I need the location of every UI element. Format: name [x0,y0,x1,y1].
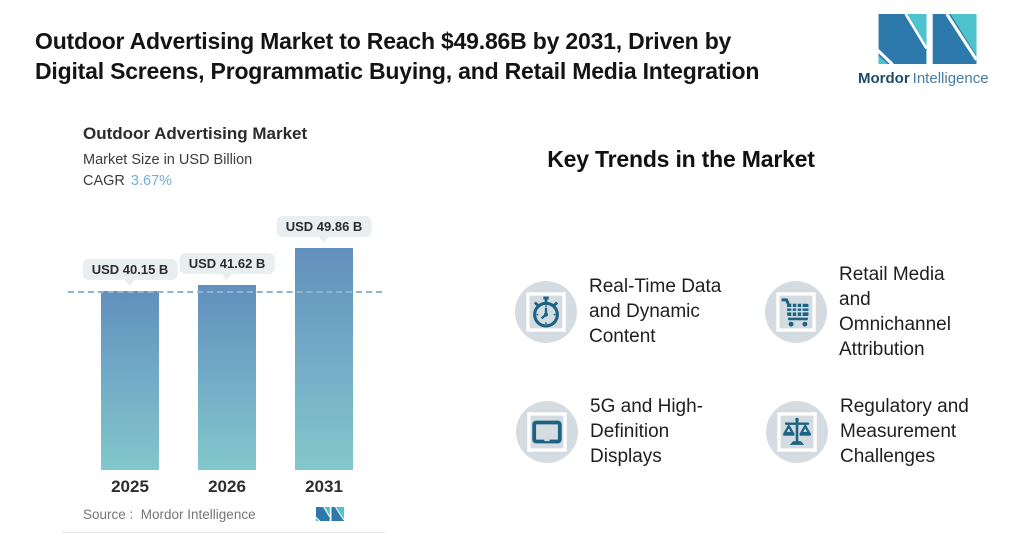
trend-label: Real-Time Data and Dynamic Content [589,276,722,347]
bar-stack: USD 49.86 B [276,210,372,470]
bar-stack: USD 40.15 B [82,210,178,470]
bar-group-2025: USD 40.15 B 2025 [82,210,178,497]
market-size-chart-card: Outdoor Advertising Market Market Size i… [62,113,385,533]
bar-2026 [198,284,256,470]
chart-subtitle: Market Size in USD Billion [83,152,253,168]
brand-name-light: Intelligence [912,70,989,87]
cagr-value: 3.67% [130,173,173,189]
brand-name: Mordor Intelligence [858,70,989,87]
bubble-pointer [221,272,233,280]
brand-logo: Mordor Intelligence [858,14,989,87]
page-title: Outdoor Advertising Market to Reach $49.… [35,26,855,86]
trend-label: 5G and High- Definition Displays [590,396,704,467]
bar-group-2031: USD 49.86 B 2031 [276,210,372,497]
bar-value-label: USD 49.86 B [276,216,372,244]
trend-icon-circle [516,400,578,463]
scales-icon [777,411,817,452]
page-title-line2: Digital Screens, Programmatic Buying, an… [35,58,760,84]
mordor-intelligence-mini-logo-icon [316,506,344,521]
x-axis-label: 2026 [208,477,246,496]
bar-chart: USD 40.15 B 2025 USD 41.62 B 2026 USD 49.86 … [82,210,372,497]
trend-label: Regulatory and Measurement Challenges [840,396,969,467]
trend-item-realtime-data: Real-Time Data and Dynamic Content [515,274,749,349]
trend-label: Retail Media and Omnichannel Attribution [839,264,951,360]
bar-value-label: USD 40.15 B [82,259,178,287]
trend-icon-circle [515,280,577,343]
x-axis-label: 2025 [111,477,149,496]
trends-heading: Key Trends in the Market [547,146,815,172]
mordor-intelligence-logo-icon [878,14,977,64]
trend-item-retail-media: Retail Media and Omnichannel Attribution [765,262,979,362]
page-title-line1: Outdoor Advertising Market to Reach $49.… [35,28,732,54]
trend-icon-circle [765,281,827,343]
cagr-label: CAGR [83,173,125,189]
trend-item-5g-displays: 5G and High- Definition Displays [516,394,740,469]
bar-value-label: USD 41.62 B [179,252,275,280]
stopwatch-icon [526,291,566,332]
trend-icon-circle [766,400,828,463]
monitor-icon [527,411,567,452]
chart-cagr: CAGR 3.67% [83,173,385,189]
x-axis-label: 2031 [305,477,343,496]
reference-dashed-line [68,291,382,294]
shopping-cart-icon [776,292,816,332]
chart-title: Outdoor Advertising Market [83,124,308,143]
bar-stack: USD 41.62 B [179,210,275,470]
bar-2031 [295,248,353,470]
trend-item-regulatory: Regulatory and Measurement Challenges [766,394,1010,469]
bar-group-2026: USD 41.62 B 2026 [179,210,275,497]
brand-name-bold: Mordor [858,70,910,87]
bar-2025 [101,291,159,470]
bubble-pointer [124,279,136,287]
bubble-pointer [318,236,330,244]
chart-source: Source : Mordor Intelligence [83,507,256,522]
